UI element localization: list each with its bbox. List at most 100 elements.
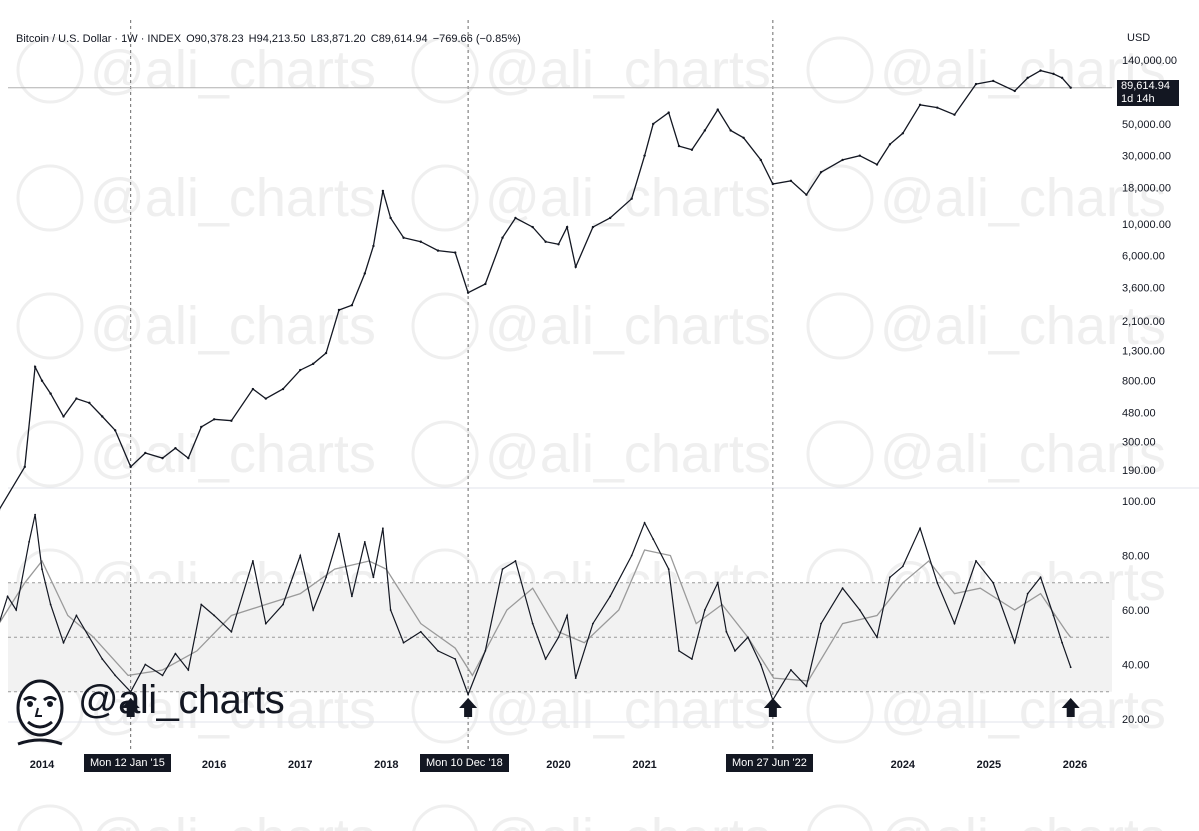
watermark-face-icon	[806, 420, 874, 488]
rsi-point	[28, 540, 30, 543]
price-point	[75, 397, 78, 400]
price-point	[40, 379, 44, 382]
price-axis-tick-label: 2,100.00	[1122, 316, 1165, 328]
price-point	[501, 236, 504, 239]
watermark-face-icon	[806, 292, 874, 360]
date-marker-1: Mon 12 Jan '15	[84, 754, 171, 772]
rsi-point	[820, 622, 822, 625]
rsi-point	[975, 560, 977, 562]
low-value: L83,871.20	[310, 33, 366, 45]
price-point	[1013, 89, 1016, 93]
watermark-face-icon	[411, 292, 479, 360]
rsi-point	[992, 581, 995, 584]
price-axis-tick-label: 3,600.00	[1122, 282, 1165, 294]
watermark-text: @ali_charts	[90, 808, 376, 831]
rsi-point	[734, 649, 736, 652]
rsi-point	[34, 513, 37, 516]
date-marker-3: Mon 27 Jun '22	[726, 754, 813, 772]
price-point	[888, 143, 892, 146]
watermark-face-icon	[16, 36, 84, 104]
time-axis-tick-label: 2020	[546, 759, 570, 771]
price-point	[299, 368, 302, 372]
time-axis-tick-label: 2018	[374, 759, 398, 771]
price-point	[651, 122, 655, 126]
chart-header: Bitcoin / U.S. Dollar · 1W · INDEX O90,3…	[16, 33, 523, 45]
price-point	[677, 144, 681, 148]
price-point	[1026, 76, 1029, 80]
rsi-point	[213, 614, 216, 617]
rsi-point	[566, 614, 569, 617]
rsi-point	[402, 641, 405, 644]
rsi-point	[129, 690, 132, 693]
rsi-point	[325, 576, 327, 579]
price-point	[101, 415, 104, 418]
price-point	[381, 189, 385, 193]
rsi-point	[41, 568, 43, 571]
price-point	[716, 108, 719, 111]
watermark-text: @ali_charts	[485, 808, 771, 831]
rsi-point	[678, 649, 680, 652]
price-point	[144, 451, 147, 455]
watermark-face-icon	[16, 420, 84, 488]
price-point	[281, 387, 285, 391]
rsi-point	[351, 595, 353, 598]
price-point	[324, 351, 328, 355]
rsi-point	[531, 622, 534, 625]
rsi-point	[389, 609, 392, 611]
watermark-face-icon	[411, 36, 479, 104]
watermark-text: @ali_charts	[90, 40, 376, 100]
price-point	[1052, 72, 1055, 76]
rsi-point	[544, 658, 547, 660]
rsi-point	[1069, 666, 1072, 669]
currency-label[interactable]: USD	[1127, 32, 1151, 44]
price-point	[311, 362, 315, 366]
price-point	[574, 265, 577, 269]
brand-logo: @ali_charts	[10, 674, 310, 750]
rsi-axis-tick-label: 40.00	[1122, 660, 1150, 672]
rsi-point	[1013, 641, 1016, 644]
price-axis-tick-label: 10,000.00	[1122, 219, 1171, 231]
price-point	[531, 225, 534, 229]
rsi-point	[372, 576, 375, 579]
rsi-point	[200, 603, 203, 606]
close-value: C89,614.94	[370, 33, 428, 45]
watermark-face-icon	[16, 292, 84, 360]
price-point	[436, 249, 440, 252]
rsi-axis-tick-label: 80.00	[1122, 551, 1150, 563]
rsi-point	[643, 521, 646, 524]
rsi-point	[437, 649, 439, 652]
price-axis-tick-label: 480.00	[1122, 407, 1156, 419]
watermark-face-icon	[412, 804, 478, 831]
price-point	[918, 103, 922, 107]
rsi-point	[338, 532, 340, 535]
rsi-point	[953, 622, 956, 625]
price-axis-tick-label: 50,000.00	[1122, 119, 1171, 131]
time-axis-tick-label: 2024	[891, 759, 916, 771]
price-point	[161, 456, 164, 460]
price-point	[667, 111, 670, 114]
high-value: H94,213.50	[248, 33, 306, 45]
price-point	[544, 240, 547, 243]
time-axis-tick-label: 2025	[977, 759, 1001, 771]
price-point	[372, 244, 375, 248]
rsi-point	[759, 663, 762, 666]
price-point	[389, 216, 392, 220]
time-axis-tick-label: 2016	[202, 759, 226, 771]
price-point	[729, 129, 732, 132]
price-axis-tick-label: 18,000.00	[1122, 182, 1171, 194]
price-point	[363, 272, 367, 275]
last-price-value: 89,614.94	[1121, 80, 1170, 92]
rsi-point	[609, 595, 612, 598]
price-point	[841, 158, 844, 162]
price-point	[251, 387, 255, 391]
price-axis-tick-label: 800.00	[1122, 376, 1156, 388]
rsi-axis-tick-label: 20.00	[1122, 714, 1150, 726]
price-point	[212, 418, 216, 421]
rsi-point	[936, 581, 939, 584]
open-value: O90,378.23	[186, 33, 244, 45]
price-point	[419, 240, 422, 243]
rsi-point	[282, 603, 284, 606]
price-axis-tick-label: 6,000.00	[1122, 251, 1165, 263]
time-axis-tick-label: 2026	[1063, 759, 1087, 771]
price-point	[454, 251, 457, 254]
